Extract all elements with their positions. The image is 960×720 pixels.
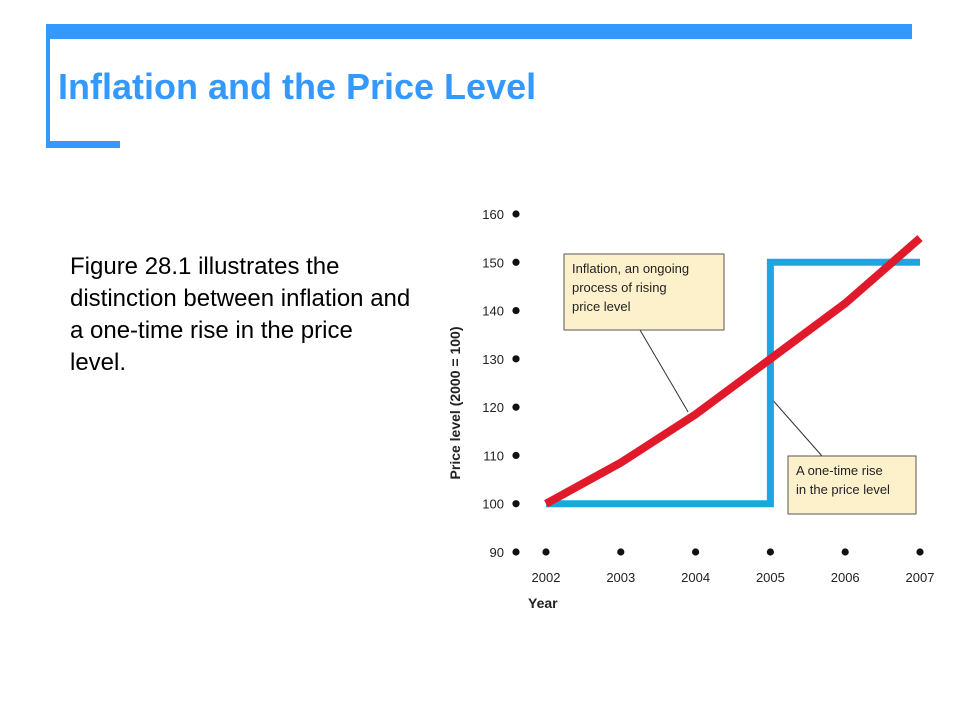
slide-body-text: Figure 28.1 illustrates the distinction …	[70, 253, 411, 376]
x-axis-dot	[617, 548, 625, 556]
y-axis-dot	[512, 403, 520, 411]
y-axis-dot	[512, 210, 520, 218]
title-accent-bar-top	[46, 24, 912, 39]
callout-text: process of rising	[572, 280, 667, 295]
callout-text: price level	[572, 299, 631, 314]
y-tick-label: 150	[482, 255, 504, 270]
y-tick-label: 160	[482, 207, 504, 222]
y-tick-label: 120	[482, 400, 504, 415]
y-axis-dot	[512, 548, 520, 556]
x-tick-label: 2002	[532, 570, 561, 585]
x-axis-dot	[692, 548, 700, 556]
callout-text: in the price level	[796, 482, 890, 497]
x-tick-label: 2006	[831, 570, 860, 585]
callout-box	[563, 253, 725, 331]
callout-text: A one-time rise	[796, 463, 883, 478]
y-axis-dot	[512, 355, 520, 363]
x-axis-dot	[841, 548, 849, 556]
x-tick-label: 2004	[681, 570, 710, 585]
y-tick-label: 90	[490, 545, 504, 560]
callout-text: Inflation, an ongoing	[572, 261, 689, 276]
y-tick-label: 100	[482, 497, 504, 512]
x-tick-label: 2003	[606, 570, 635, 585]
title-accent-bar-bottom	[46, 141, 120, 148]
price-level-chart: 90 100 110 120 130 140 150 160 2002 2003 2004 2005…	[447, 207, 935, 611]
x-tick-label: 2005	[756, 570, 785, 585]
y-axis-dot	[512, 258, 520, 266]
y-axis-dot	[512, 451, 520, 460]
y-axis-label: Price level (2000 = 100)	[447, 327, 463, 480]
y-tick-label: 110	[483, 448, 504, 463]
y-tick-label: 130	[482, 352, 504, 367]
x-axis-dot	[916, 548, 924, 556]
x-axis-label: Year	[528, 595, 558, 611]
callout-box	[787, 455, 917, 515]
inflation-line	[544, 235, 923, 508]
x-tick-label: 2007	[906, 570, 935, 585]
callout-leader-line	[770, 397, 823, 457]
y-axis-dot	[512, 306, 520, 315]
y-tick-label: 140	[482, 304, 504, 319]
callout-leader-line	[639, 329, 689, 413]
x-axis-dot	[766, 548, 774, 556]
inflation-callout: Inflation, an ongoing process of rising pr…	[563, 253, 725, 331]
x-axis-dot	[542, 548, 550, 556]
title-accent-bar-left	[46, 24, 50, 148]
slide-title: Inflation and the Price Level	[58, 66, 537, 107]
y-axis-dot	[512, 500, 520, 508]
one-time-rise-line	[546, 258, 920, 508]
one-time-rise-callout: A one-time rise in the price level	[787, 455, 917, 515]
